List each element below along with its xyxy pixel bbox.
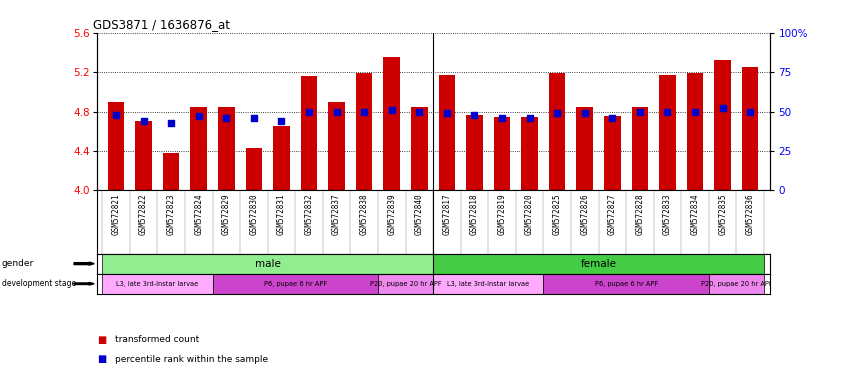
Text: GSM572828: GSM572828 bbox=[636, 194, 644, 235]
Text: GSM572820: GSM572820 bbox=[525, 194, 534, 235]
Point bbox=[551, 110, 564, 116]
Point bbox=[523, 115, 537, 121]
Bar bbox=[521, 118, 538, 190]
Bar bbox=[328, 102, 345, 190]
FancyBboxPatch shape bbox=[543, 274, 709, 294]
Text: L3, late 3rd-instar larvae: L3, late 3rd-instar larvae bbox=[447, 281, 529, 287]
Point bbox=[302, 108, 315, 114]
Bar bbox=[576, 107, 593, 190]
Point bbox=[247, 115, 261, 121]
Bar bbox=[604, 116, 621, 190]
Text: GSM572822: GSM572822 bbox=[139, 194, 148, 235]
Text: female: female bbox=[580, 259, 616, 269]
Text: GSM572821: GSM572821 bbox=[112, 194, 120, 235]
Bar bbox=[108, 102, 124, 190]
Point bbox=[606, 115, 619, 121]
Text: GSM572840: GSM572840 bbox=[415, 194, 424, 235]
Bar bbox=[301, 76, 317, 190]
Bar bbox=[273, 126, 290, 190]
Point bbox=[413, 108, 426, 114]
Text: GSM572819: GSM572819 bbox=[498, 194, 506, 235]
Bar bbox=[494, 118, 510, 190]
Text: development stage: development stage bbox=[2, 279, 76, 288]
Point bbox=[330, 108, 343, 114]
Bar bbox=[246, 148, 262, 190]
Text: gender: gender bbox=[2, 259, 34, 268]
Text: P6, pupae 6 hr APF: P6, pupae 6 hr APF bbox=[595, 281, 658, 287]
Bar bbox=[439, 75, 455, 190]
Bar bbox=[163, 153, 179, 190]
Point bbox=[440, 110, 453, 116]
Text: ■: ■ bbox=[97, 354, 106, 364]
Bar bbox=[659, 75, 676, 190]
Point bbox=[661, 108, 674, 114]
Text: GSM572818: GSM572818 bbox=[470, 194, 479, 235]
Text: GSM572833: GSM572833 bbox=[663, 194, 672, 235]
Text: transformed count: transformed count bbox=[115, 335, 199, 344]
FancyBboxPatch shape bbox=[103, 253, 433, 274]
Bar bbox=[549, 73, 565, 190]
Bar bbox=[190, 107, 207, 190]
FancyBboxPatch shape bbox=[433, 274, 543, 294]
Bar bbox=[218, 107, 235, 190]
FancyBboxPatch shape bbox=[103, 274, 213, 294]
Text: percentile rank within the sample: percentile rank within the sample bbox=[115, 354, 268, 364]
Text: P20, pupae 20 hr APF: P20, pupae 20 hr APF bbox=[370, 281, 442, 287]
Text: GSM572830: GSM572830 bbox=[250, 194, 258, 235]
Bar bbox=[466, 114, 483, 190]
Text: GSM572834: GSM572834 bbox=[690, 194, 700, 235]
Text: male: male bbox=[255, 259, 281, 269]
Text: GDS3871 / 1636876_at: GDS3871 / 1636876_at bbox=[93, 18, 230, 31]
Text: GSM572824: GSM572824 bbox=[194, 194, 204, 235]
Point bbox=[220, 115, 233, 121]
Text: L3, late 3rd-instar larvae: L3, late 3rd-instar larvae bbox=[116, 281, 198, 287]
Text: GSM572836: GSM572836 bbox=[746, 194, 754, 235]
Bar bbox=[135, 121, 152, 190]
Bar bbox=[383, 57, 400, 190]
Text: GSM572826: GSM572826 bbox=[580, 194, 590, 235]
Bar bbox=[687, 73, 703, 190]
Point bbox=[192, 113, 205, 119]
Point bbox=[716, 105, 729, 111]
FancyBboxPatch shape bbox=[378, 274, 433, 294]
Text: GSM572839: GSM572839 bbox=[387, 194, 396, 235]
Point bbox=[275, 118, 288, 124]
Point bbox=[743, 108, 757, 114]
Text: GSM572827: GSM572827 bbox=[608, 194, 616, 235]
Bar bbox=[411, 107, 427, 190]
Bar bbox=[714, 60, 731, 190]
Point bbox=[495, 115, 509, 121]
Point bbox=[165, 119, 178, 126]
Text: GSM572838: GSM572838 bbox=[360, 194, 368, 235]
Point bbox=[633, 108, 647, 114]
Point bbox=[385, 107, 399, 113]
Point bbox=[357, 108, 371, 114]
Text: GSM572835: GSM572835 bbox=[718, 194, 727, 235]
Bar bbox=[742, 67, 759, 190]
Text: ■: ■ bbox=[97, 335, 106, 345]
Text: GSM572817: GSM572817 bbox=[442, 194, 452, 235]
Text: GSM572829: GSM572829 bbox=[222, 194, 230, 235]
Point bbox=[688, 108, 701, 114]
Point bbox=[137, 118, 151, 124]
FancyBboxPatch shape bbox=[709, 274, 764, 294]
Point bbox=[468, 112, 481, 118]
Text: P20, pupae 20 hr APF: P20, pupae 20 hr APF bbox=[701, 281, 772, 287]
Text: GSM572837: GSM572837 bbox=[332, 194, 341, 235]
Text: GSM572832: GSM572832 bbox=[304, 194, 314, 235]
FancyBboxPatch shape bbox=[213, 274, 378, 294]
Point bbox=[109, 112, 123, 118]
Text: GSM572823: GSM572823 bbox=[167, 194, 176, 235]
Bar bbox=[632, 107, 648, 190]
Text: P6, pupae 6 hr APF: P6, pupae 6 hr APF bbox=[264, 281, 327, 287]
Text: GSM572825: GSM572825 bbox=[553, 194, 562, 235]
Point bbox=[578, 110, 591, 116]
FancyBboxPatch shape bbox=[433, 253, 764, 274]
Text: GSM572831: GSM572831 bbox=[277, 194, 286, 235]
Bar bbox=[356, 73, 373, 190]
